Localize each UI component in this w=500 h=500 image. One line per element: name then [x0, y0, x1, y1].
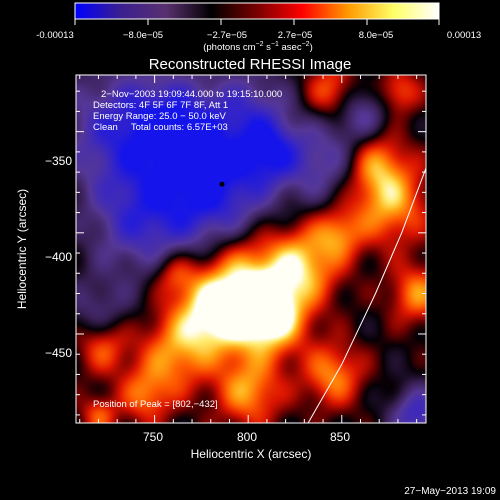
colorbar-tick-label: -0.00013: [36, 30, 74, 41]
colorbar-units-suffix: ): [310, 42, 313, 53]
colorbar-units-prefix: (photons cm: [203, 42, 255, 53]
x-tick-labels: 750 800 850: [143, 430, 350, 444]
plot-frame: [75, 74, 427, 424]
annotation-block: 2−Nov−2003 19:09:44.000 to 19:15:10.000 …: [93, 89, 282, 133]
colorbar-bar: [74, 2, 440, 20]
annotation-detectors: Detectors: 4F 5F 6F 7F 8F, Att 1: [93, 100, 228, 111]
colorbar: -0.00013 −8.0e−05 −2.7e−05 2.7e−05 8.0e−…: [36, 2, 481, 53]
annotation-energy-range: Energy Range: 25.0 − 50.0 keV: [93, 111, 226, 122]
peak-marker: [219, 181, 225, 187]
colorbar-tick-label: −8.0e−05: [123, 30, 163, 41]
colorbar-tick-label: 0.00013: [447, 30, 481, 41]
x-tick-label: 850: [330, 430, 350, 444]
colorbar-tick-label: −2.7e−05: [207, 30, 247, 41]
y-tick-labels: −350 −400 −450: [45, 154, 72, 360]
colorbar-units: (photons cm−2 s−1 asec−2): [203, 41, 313, 53]
solar-limb-curve: [307, 167, 427, 424]
colorbar-units-exp: −1: [271, 41, 279, 48]
colorbar-units-exp: −2: [256, 41, 264, 48]
y-tick-label: −350: [45, 154, 72, 168]
chart-title: Reconstructed RHESSI Image: [149, 56, 352, 73]
heatmap-image: [76, 75, 426, 423]
y-axis-label: Heliocentric Y (arcsec): [15, 189, 29, 309]
peak-position-label: Position of Peak = [802,−432]: [93, 399, 218, 410]
footer-timestamp: 27−May−2013 19:09: [404, 486, 496, 497]
annotation-total-counts: Clean Total counts: 6.57E+03: [93, 122, 228, 133]
colorbar-units-mid: s: [264, 42, 272, 53]
annotation-time-range: 2−Nov−2003 19:09:44.000 to 19:15:10.000: [101, 89, 282, 100]
x-tick-label: 750: [143, 430, 163, 444]
colorbar-tick-label: 2.7e−05: [278, 30, 313, 41]
colorbar-tick-label: 8.0e−05: [359, 30, 394, 41]
axis-tick-marks: [76, 75, 426, 423]
colorbar-units-mid: asec: [279, 42, 302, 53]
y-tick-label: −400: [45, 250, 72, 264]
colorbar-tick-labels: -0.00013 −8.0e−05 −2.7e−05 2.7e−05 8.0e−…: [36, 30, 481, 41]
x-tick-label: 800: [237, 430, 257, 444]
colorbar-units-exp: −2: [302, 41, 310, 48]
y-tick-label: −450: [45, 346, 72, 360]
x-axis-label: Heliocentric X (arcsec): [191, 447, 312, 461]
colorbar-tick-marks: [74, 19, 440, 25]
plot-area: 2−Nov−2003 19:09:44.000 to 19:15:10.000 …: [75, 74, 427, 424]
heatmap-container: [76, 75, 426, 423]
